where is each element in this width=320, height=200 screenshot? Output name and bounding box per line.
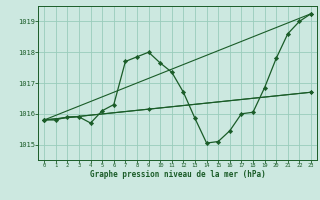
X-axis label: Graphe pression niveau de la mer (hPa): Graphe pression niveau de la mer (hPa) — [90, 170, 266, 179]
